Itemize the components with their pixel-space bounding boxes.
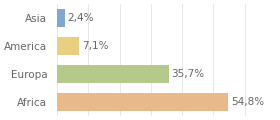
Bar xyxy=(57,37,79,55)
Bar xyxy=(57,93,228,111)
Text: 35,7%: 35,7% xyxy=(171,69,204,79)
Bar xyxy=(57,9,64,27)
Text: 2,4%: 2,4% xyxy=(67,13,94,23)
Text: 54,8%: 54,8% xyxy=(231,97,264,107)
Text: 7,1%: 7,1% xyxy=(82,41,108,51)
Bar xyxy=(57,65,169,83)
